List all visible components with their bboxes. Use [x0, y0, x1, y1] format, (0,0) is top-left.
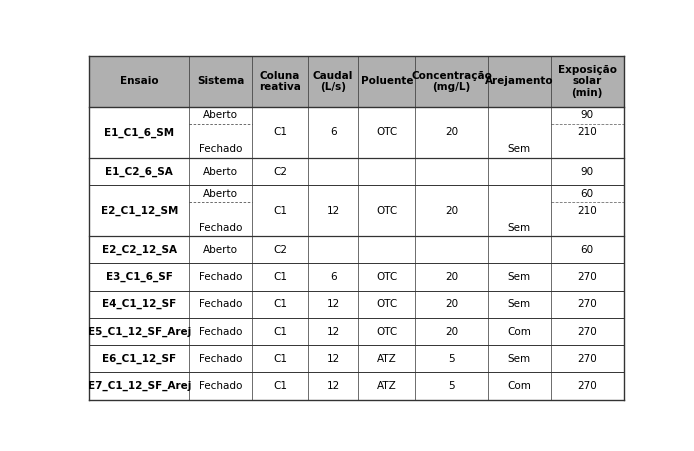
- Text: 20: 20: [445, 128, 458, 138]
- Text: C1: C1: [273, 272, 287, 282]
- Text: OTC: OTC: [376, 272, 398, 282]
- Text: 20: 20: [445, 272, 458, 282]
- Text: OTC: OTC: [376, 128, 398, 138]
- Text: Aberto: Aberto: [203, 110, 238, 120]
- Text: Caudal
(L/s): Caudal (L/s): [313, 71, 353, 92]
- Text: 210: 210: [577, 128, 597, 138]
- Text: 12: 12: [326, 327, 340, 336]
- Text: Sem: Sem: [508, 354, 531, 364]
- Text: C1: C1: [273, 381, 287, 391]
- Bar: [90, 56, 623, 107]
- Text: 5: 5: [448, 354, 455, 364]
- Text: Fechado: Fechado: [199, 354, 242, 364]
- Text: 20: 20: [445, 327, 458, 336]
- Text: Sem: Sem: [508, 272, 531, 282]
- Text: Fechado: Fechado: [199, 144, 242, 154]
- Text: Fechado: Fechado: [199, 299, 242, 309]
- Text: C1: C1: [273, 327, 287, 336]
- Text: E3_C1_6_SF: E3_C1_6_SF: [106, 272, 173, 282]
- Text: Aberto: Aberto: [203, 189, 238, 199]
- Text: 20: 20: [445, 206, 458, 216]
- Text: 90: 90: [581, 166, 594, 177]
- Text: OTC: OTC: [376, 327, 398, 336]
- Text: 90: 90: [581, 110, 594, 120]
- Text: 270: 270: [577, 381, 597, 391]
- Text: E6_C1_12_SF: E6_C1_12_SF: [102, 354, 176, 364]
- Text: E5_C1_12_SF_Arej: E5_C1_12_SF_Arej: [87, 327, 191, 337]
- Text: C2: C2: [273, 166, 287, 177]
- Text: Aberto: Aberto: [203, 166, 238, 177]
- Text: E1_C1_6_SM: E1_C1_6_SM: [104, 127, 174, 138]
- Text: 60: 60: [581, 245, 594, 255]
- Text: 5: 5: [448, 381, 455, 391]
- Text: E4_C1_12_SF: E4_C1_12_SF: [102, 299, 176, 309]
- Text: 6: 6: [330, 128, 337, 138]
- Text: 270: 270: [577, 354, 597, 364]
- Text: 270: 270: [577, 272, 597, 282]
- Text: C1: C1: [273, 354, 287, 364]
- Text: Fechado: Fechado: [199, 327, 242, 336]
- Text: Sem: Sem: [508, 144, 531, 154]
- Text: C1: C1: [273, 206, 287, 216]
- Text: 6: 6: [330, 272, 337, 282]
- Text: 60: 60: [581, 189, 594, 199]
- Text: OTC: OTC: [376, 206, 398, 216]
- Text: Com: Com: [507, 327, 532, 336]
- Text: Arejamento: Arejamento: [485, 76, 554, 87]
- Text: Coluna
reativa: Coluna reativa: [259, 71, 301, 92]
- Text: Ensaio: Ensaio: [120, 76, 159, 87]
- Text: C2: C2: [273, 245, 287, 255]
- Text: 12: 12: [326, 299, 340, 309]
- Text: Fechado: Fechado: [199, 272, 242, 282]
- Text: E7_C1_12_SF_Arej: E7_C1_12_SF_Arej: [87, 381, 191, 391]
- Text: Sem: Sem: [508, 299, 531, 309]
- Text: Com: Com: [507, 381, 532, 391]
- Text: 12: 12: [326, 206, 340, 216]
- Text: E2_C2_12_SA: E2_C2_12_SA: [102, 245, 177, 255]
- Text: C1: C1: [273, 299, 287, 309]
- Text: Sistema: Sistema: [197, 76, 244, 87]
- Text: 12: 12: [326, 381, 340, 391]
- Text: OTC: OTC: [376, 299, 398, 309]
- Text: E1_C2_6_SA: E1_C2_6_SA: [105, 166, 174, 177]
- Text: 270: 270: [577, 299, 597, 309]
- Text: Concentração
(mg/L): Concentração (mg/L): [411, 71, 492, 92]
- Text: ATZ: ATZ: [377, 354, 397, 364]
- Text: ATZ: ATZ: [377, 381, 397, 391]
- Text: 12: 12: [326, 354, 340, 364]
- Text: Exposição
solar
(min): Exposição solar (min): [558, 65, 617, 98]
- Text: Aberto: Aberto: [203, 245, 238, 255]
- Text: Poluente: Poluente: [361, 76, 413, 87]
- Text: 270: 270: [577, 327, 597, 336]
- Text: Sem: Sem: [508, 223, 531, 233]
- Text: Fechado: Fechado: [199, 223, 242, 233]
- Text: 20: 20: [445, 299, 458, 309]
- Text: E2_C1_12_SM: E2_C1_12_SM: [101, 206, 178, 216]
- Text: Fechado: Fechado: [199, 381, 242, 391]
- Text: 210: 210: [577, 206, 597, 216]
- Text: C1: C1: [273, 128, 287, 138]
